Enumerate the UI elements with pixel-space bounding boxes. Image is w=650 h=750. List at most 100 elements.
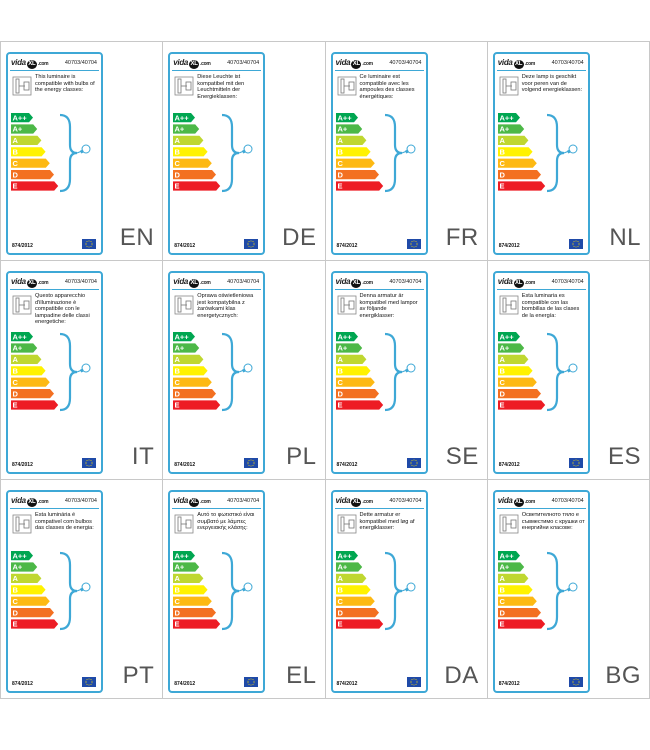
energy-class-letter: C <box>337 159 343 168</box>
energy-class-arrow: A++ <box>11 113 33 122</box>
eu-flag-icon <box>406 458 421 468</box>
brand-badge: XL <box>26 498 37 507</box>
brand-logo: vida XL .com <box>336 496 373 507</box>
energy-class-letter: A <box>13 574 19 583</box>
energy-class-letter: D <box>13 389 19 398</box>
brand-logo: vida XL .com <box>498 277 535 288</box>
energy-class-letter: A++ <box>337 332 352 341</box>
eu-flag-icon <box>244 458 259 468</box>
energy-class-letter: A <box>337 574 343 583</box>
product-sku: 40703/40704 <box>227 279 260 285</box>
energy-class-arrow: A+ <box>497 124 524 134</box>
brand-name: vida <box>173 496 189 505</box>
energy-class-letter: E <box>499 620 504 629</box>
brand-domain: .com <box>37 61 49 67</box>
brand-domain: .com <box>37 499 49 505</box>
product-sku: 40703/40704 <box>64 498 97 504</box>
energy-class-arrow: A+ <box>497 562 524 572</box>
compatible-range-brace <box>59 551 91 631</box>
energy-class-arrow: C <box>497 158 537 168</box>
eu-flag-icon <box>568 239 583 249</box>
brand-domain: .com <box>524 499 536 505</box>
energy-class-letter: D <box>175 608 181 617</box>
energy-class-arrow: B <box>335 147 371 157</box>
energy-class-arrow: E <box>11 400 59 410</box>
language-code: PT <box>122 662 155 689</box>
language-code: EN <box>119 224 155 251</box>
energy-class-letter: A++ <box>499 332 514 341</box>
divider <box>10 289 99 290</box>
energy-class-arrow: D <box>11 608 54 617</box>
wall-lamp-icon <box>12 76 32 96</box>
compatibility-text: Dette armatur er kompatibel med løg af e… <box>359 512 415 532</box>
energy-class-arrow: C <box>173 596 213 606</box>
energy-class-letter: A++ <box>175 113 190 122</box>
energy-class-arrow: E <box>335 181 383 191</box>
compatible-range-brace <box>222 332 253 412</box>
brand-logo: vida XL .com <box>498 496 535 507</box>
energy-class-letter: A+ <box>13 563 23 572</box>
energy-class-letter: A++ <box>13 113 28 122</box>
energy-class-letter: C <box>499 378 505 387</box>
energy-class-letter: D <box>499 389 505 398</box>
energy-class-arrow: D <box>335 389 379 398</box>
energy-class-arrow: A+ <box>173 343 200 353</box>
energy-class-arrow: D <box>497 389 541 398</box>
energy-class-arrow: D <box>497 170 541 179</box>
energy-class-letter: C <box>13 597 19 606</box>
energy-class-letter: D <box>175 389 181 398</box>
language-code: ES <box>607 443 641 470</box>
language-code: NL <box>609 224 641 251</box>
energy-class-arrow: C <box>173 377 213 387</box>
energy-class-letter: A+ <box>13 344 23 353</box>
energy-class-letter: A+ <box>175 344 185 353</box>
energy-class-arrow: A+ <box>11 562 38 572</box>
energy-class-arrow: A <box>335 354 366 364</box>
energy-class-arrow: E <box>335 400 383 410</box>
brand-logo: vida XL .com <box>11 58 49 69</box>
brand-domain: .com <box>200 280 211 286</box>
regulation-number: 874/2012 <box>12 681 33 687</box>
compatible-range-brace <box>546 332 578 412</box>
compatibility-text: Deze lamp is geschikt voor peren van de … <box>521 74 583 94</box>
energy-class-arrow: E <box>173 400 221 410</box>
wall-lamp-icon <box>174 76 194 96</box>
energy-class-letter: B <box>499 586 505 595</box>
wall-lamp-icon <box>174 295 194 315</box>
compatible-range-brace <box>59 332 91 412</box>
energy-class-arrow: B <box>173 366 208 376</box>
language-code: SE <box>445 443 479 470</box>
brand-domain: .com <box>362 499 373 505</box>
energy-class-arrow: D <box>11 389 54 398</box>
energy-class-letter: E <box>499 401 504 410</box>
compatible-range-brace <box>384 551 415 631</box>
brand-name: vida <box>335 277 351 286</box>
divider <box>10 70 99 71</box>
energy-class-letter: E <box>13 401 18 410</box>
bulb-icon <box>239 144 253 154</box>
product-sku: 40703/40704 <box>389 498 422 504</box>
divider <box>172 508 262 509</box>
energy-class-arrow: C <box>173 158 213 168</box>
brand-name: vida <box>335 58 351 67</box>
energy-class-letter: E <box>337 182 342 191</box>
brand-domain: .com <box>200 499 211 505</box>
energy-class-letter: D <box>499 170 505 179</box>
regulation-number: 874/2012 <box>336 243 358 249</box>
bulb-icon <box>401 144 415 154</box>
energy-class-letter: A <box>499 355 505 364</box>
energy-class-letter: A++ <box>13 332 28 341</box>
brand-name: vida <box>173 58 189 67</box>
brand-name: vida <box>497 58 513 67</box>
energy-class-letter: A <box>13 136 19 145</box>
divider <box>172 289 262 290</box>
wall-lamp-icon <box>12 295 32 315</box>
energy-class-arrow: E <box>497 619 545 629</box>
energy-class-arrow: A++ <box>335 551 358 560</box>
wall-lamp-icon <box>337 76 356 96</box>
energy-class-arrow: D <box>335 608 379 617</box>
brand-badge: XL <box>513 279 524 288</box>
